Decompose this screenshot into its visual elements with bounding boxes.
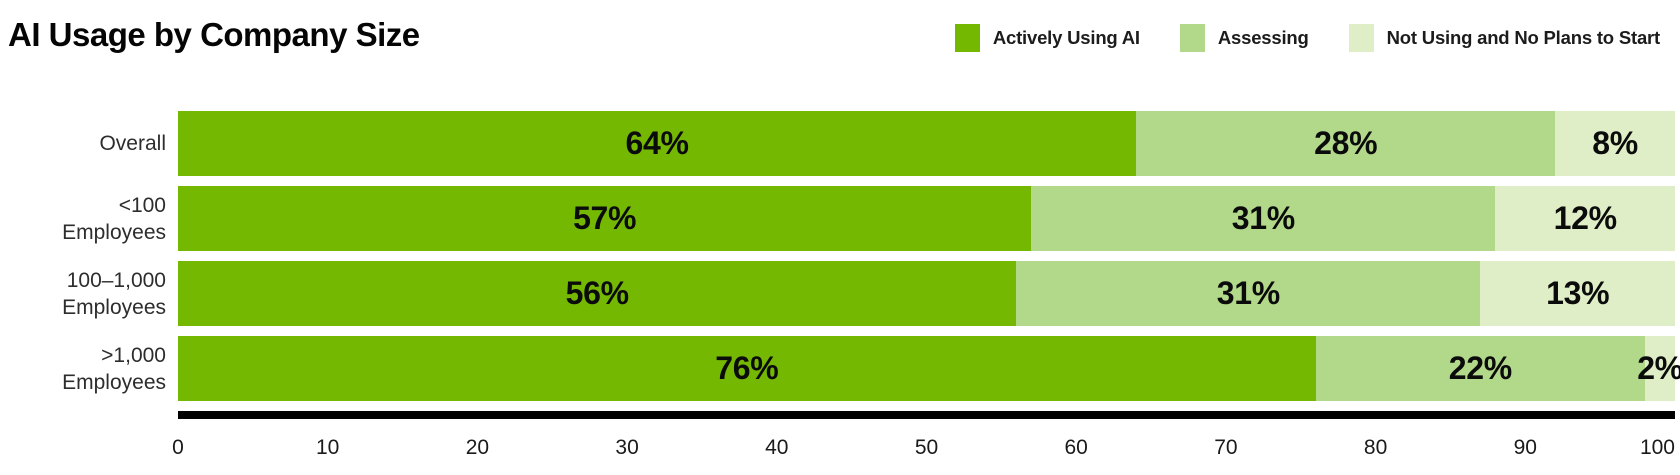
bar-segment: 12% [1495, 186, 1675, 251]
bar-segment: 13% [1480, 261, 1675, 326]
segment-value-label: 64% [625, 125, 689, 161]
legend-swatch-3 [1348, 24, 1374, 52]
bar-segment: 28% [1136, 111, 1556, 176]
bar-rows: Overall 64% 28% 8% <100 Employees 57% 31% 12% 100… [0, 111, 1680, 401]
bar-row: >1,000 Employees 76% 22% 2% [0, 336, 1680, 401]
x-tick-label: 90 [1513, 436, 1537, 459]
segment-value-label: 31% [1231, 200, 1295, 236]
bar-row: <100 Employees 57% 31% 12% [0, 186, 1680, 251]
bar-segment: 8% [1555, 111, 1675, 176]
segment-value-label: 31% [1216, 275, 1280, 311]
legend-label: Actively Using AI [992, 27, 1140, 48]
legend-label: Not Using and No Plans to Start [1386, 27, 1661, 48]
bar-segment: 76% [178, 336, 1316, 401]
chart-title: AI Usage by Company Size [8, 16, 420, 53]
x-tick-label: 80 [1363, 436, 1388, 459]
legend-item: Assessing [1179, 24, 1309, 52]
legend-swatch-2 [1179, 24, 1205, 52]
category-label-line: <100 [118, 193, 166, 217]
category-label: Overall [0, 111, 178, 176]
stacked-bar-chart: Overall 64% 28% 8% <100 Employees 57% 31% 12% 100… [0, 111, 1680, 466]
category-label-line: Employees [62, 295, 166, 319]
legend-item: Not Using and No Plans to Start [1348, 24, 1661, 52]
bar-segment: 2% [1637, 336, 1680, 401]
bar-track: 64% 28% 8% [178, 111, 1675, 176]
legend: Actively Using AI Assessing Not Using and … [954, 24, 1661, 52]
x-axis-ticks: 0 10 20 30 40 50 60 70 80 90 100 [172, 436, 1675, 466]
segment-value-label: 76% [715, 350, 779, 386]
x-tick-label: 30 [615, 436, 639, 459]
bar-row: 100–1,000 Employees 56% 31% 13% [0, 261, 1680, 326]
x-tick-label: 20 [465, 436, 490, 459]
segment-value-label: 57% [573, 200, 637, 236]
bar-segment: 64% [178, 111, 1137, 176]
category-label-line: 100–1,000 [66, 268, 166, 292]
x-tick-label: 10 [316, 436, 340, 459]
category-label-line: >1,000 [101, 343, 166, 367]
segment-value-label: 12% [1553, 200, 1617, 236]
bar-segment: 56% [178, 261, 1017, 326]
x-axis-line [178, 411, 1675, 419]
x-tick-label: 40 [765, 436, 789, 459]
segment-value-label: 56% [565, 275, 629, 311]
category-label-line: Overall [99, 132, 166, 155]
category-label-line: Employees [62, 220, 166, 244]
bar-row: Overall 64% 28% 8% [0, 111, 1680, 176]
bar-segment: 31% [1016, 261, 1481, 326]
bar-segment: 57% [178, 186, 1032, 251]
segment-value-label: 13% [1546, 275, 1610, 311]
legend-swatch-1 [954, 24, 980, 52]
x-tick-label: 70 [1214, 436, 1238, 459]
x-tick-label: 100 [1639, 436, 1675, 459]
bar-segment: 31% [1031, 186, 1496, 251]
segment-value-label: 2% [1637, 350, 1680, 386]
category-label: >1,000 Employees [0, 336, 178, 401]
segment-value-label: 8% [1592, 125, 1638, 161]
category-label-line: Employees [62, 370, 166, 394]
x-tick-label: 50 [914, 436, 939, 459]
x-tick-label: 60 [1064, 436, 1088, 459]
legend-item: Actively Using AI [954, 24, 1140, 52]
segment-value-label: 28% [1314, 125, 1378, 161]
bar-track: 57% 31% 12% [178, 186, 1675, 251]
bar-track: 76% 22% 2% [178, 336, 1680, 401]
legend-label: Assessing [1217, 27, 1309, 48]
bar-track: 56% 31% 13% [178, 261, 1675, 326]
x-tick-label: 0 [172, 436, 184, 459]
bar-segment: 22% [1315, 336, 1646, 401]
category-label: <100 Employees [0, 186, 178, 251]
category-label: 100–1,000 Employees [0, 261, 178, 326]
segment-value-label: 22% [1448, 350, 1512, 386]
